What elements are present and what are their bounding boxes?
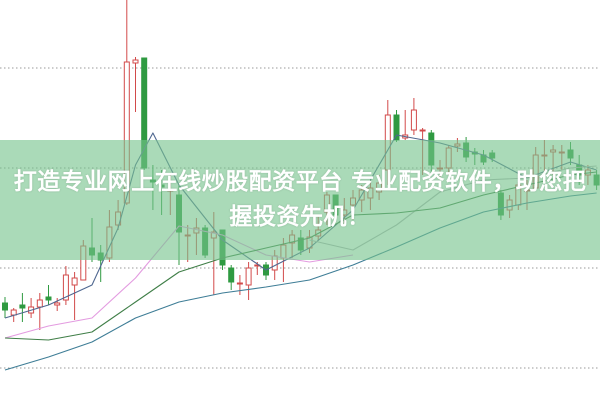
candle-up	[36, 299, 43, 308]
candle-up	[132, 59, 139, 64]
candle-down	[2, 302, 8, 311]
candle-down	[45, 296, 52, 301]
candle-down	[393, 114, 400, 141]
candle-down	[19, 304, 26, 309]
candle-up	[410, 109, 417, 131]
candle-up	[10, 309, 17, 316]
candle-up	[62, 274, 69, 301]
candle-up	[236, 282, 243, 285]
candle-up	[54, 302, 61, 306]
candle-down	[228, 267, 235, 283]
candle-up	[71, 277, 78, 286]
banner-text: 打造专业网上在线炒股配资平台 专业配资软件，助您把握投资先机！	[13, 169, 587, 230]
overlay-banner: 打造专业网上在线炒股配资平台 专业配资软件，助您把握投资先机！	[0, 140, 600, 260]
candle-up	[245, 267, 252, 286]
candle-up	[419, 129, 426, 132]
